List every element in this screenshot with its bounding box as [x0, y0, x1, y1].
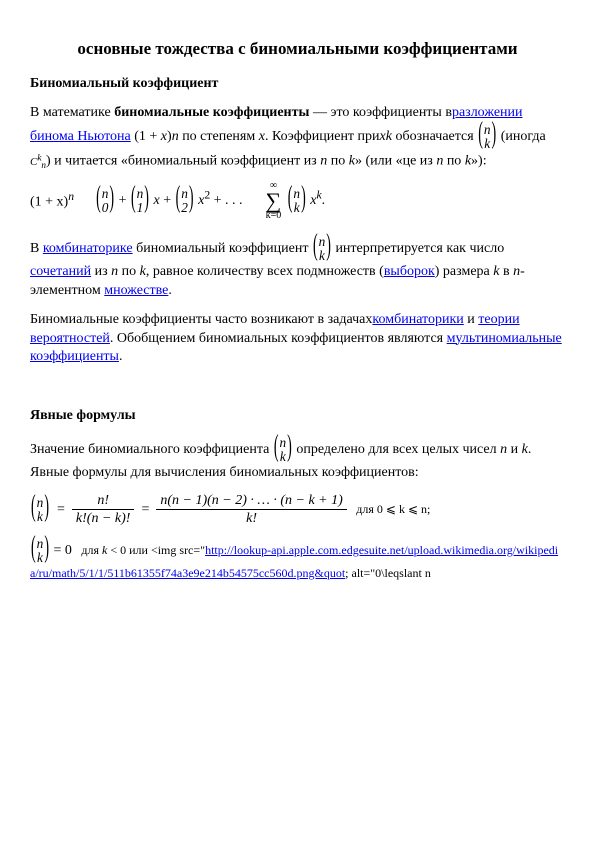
bold-term: биномиальные коэффициенты	[114, 105, 309, 120]
text: , равное количеству всех подмножеств (	[146, 264, 384, 279]
page-title: основные тождества с биномиальными коэфф…	[30, 38, 565, 61]
explicit-formula-zero: (nk) = 0 для k < 0 или <img src="http://…	[30, 537, 565, 584]
binom-nk: (nk)	[477, 123, 497, 151]
spacer	[30, 377, 565, 403]
text: » (или «це из	[355, 153, 436, 168]
binom-nk: (nk)	[312, 235, 332, 263]
text: по	[327, 153, 349, 168]
link-mnozhestve[interactable]: множестве	[104, 283, 168, 298]
frac-expanded: n(n − 1)(n − 2) · … · (n − k + 1) k!	[156, 493, 346, 527]
link-kombinatorike[interactable]: комбинаторике	[43, 241, 133, 256]
binom-nk: (nk)	[273, 436, 293, 464]
section1-para2: В комбинаторике биномиальный коэффициент…	[30, 235, 565, 301]
text: определено для всех целых чисел	[293, 442, 500, 457]
text: по степеням	[179, 129, 259, 144]
section2-heading: Явные формулы	[30, 407, 565, 426]
link-sochetaniy[interactable]: сочетаний	[30, 264, 91, 279]
cnk-notation: Ckn	[30, 156, 46, 168]
section1-para3: Биномиальные коэффициенты часто возникаю…	[30, 311, 565, 368]
text: в	[499, 264, 513, 279]
text: (иногда	[497, 129, 546, 144]
text: по	[118, 264, 140, 279]
formula-condition-2: для k < 0 или <img src="http://lookup-ap…	[30, 543, 558, 580]
binomial-expansion-formula: (1 + x)n (n0) + (n1) x + (n2) x2 + . . .…	[30, 181, 565, 221]
summation: ∞ ∑ k=0	[266, 181, 282, 221]
text: Биномиальные коэффициенты часто возникаю…	[30, 312, 372, 327]
var-n: n	[172, 129, 179, 144]
link-binom-newtona[interactable]: бинома Ньютона	[30, 129, 131, 144]
link-razlozhenii[interactable]: разложении	[452, 105, 523, 120]
link-vyborok[interactable]: выборок	[384, 264, 435, 279]
section2-para1: Значение биномиального коэффициента (nk)…	[30, 436, 565, 483]
text: ) размера	[435, 264, 494, 279]
link-kombinatoriki[interactable]: комбинаторики	[372, 312, 463, 327]
explicit-formula-main: (nk) = n! k!(n − k)! = n(n − 1)(n − 2) ·…	[30, 493, 565, 527]
text: В математике	[30, 105, 114, 120]
lhs: (1 + x)n	[30, 189, 74, 213]
text: . Коэффициент при	[265, 129, 380, 144]
text: ) и читается «биномиальный коэффициент и…	[46, 153, 320, 168]
text: из	[91, 264, 111, 279]
text: интерпретируется как число	[332, 241, 504, 256]
text: Значение биномиального коэффициента	[30, 442, 273, 457]
text: (1 +	[131, 129, 161, 144]
formula-condition: для 0 ⩽ k ⩽ n;	[356, 502, 430, 516]
text: и	[507, 442, 522, 457]
equals-zero: = 0	[54, 543, 72, 558]
text: — это коэффициенты в	[309, 105, 452, 120]
text: »):	[471, 153, 487, 168]
text: . Обобщением биномиальных коэффициентов …	[110, 331, 447, 346]
section1-heading: Биномиальный коэффициент	[30, 75, 565, 94]
text: .	[119, 349, 123, 364]
frac-nfact: n! k!(n − k)!	[72, 493, 135, 527]
text: по	[443, 153, 465, 168]
text: и	[464, 312, 479, 327]
text: биномиальный коэффициент	[133, 241, 312, 256]
section1-para1: В математике биномиальные коэффициенты —…	[30, 104, 565, 171]
text: обозначается	[392, 129, 477, 144]
text: В	[30, 241, 43, 256]
